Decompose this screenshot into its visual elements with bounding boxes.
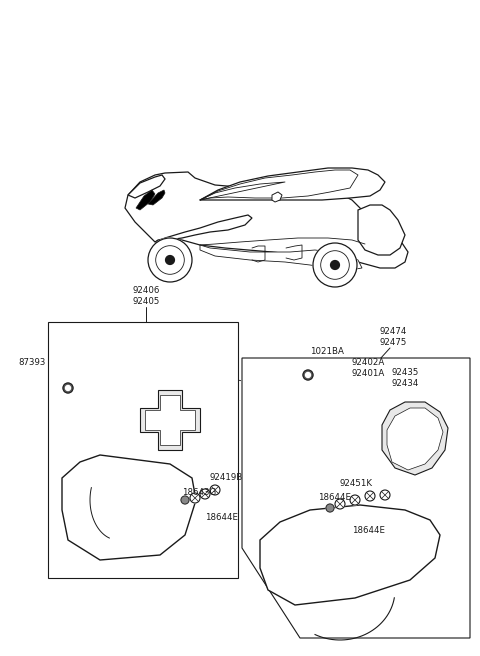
- Circle shape: [331, 260, 339, 270]
- Circle shape: [365, 491, 375, 501]
- Text: 92474
92475: 92474 92475: [380, 327, 408, 347]
- Polygon shape: [200, 168, 385, 200]
- Polygon shape: [200, 245, 362, 270]
- Polygon shape: [382, 402, 448, 475]
- Circle shape: [350, 495, 360, 505]
- Text: 1021BA: 1021BA: [310, 347, 344, 356]
- Polygon shape: [140, 390, 200, 450]
- Polygon shape: [155, 215, 252, 242]
- Polygon shape: [242, 358, 470, 638]
- Bar: [48, 322, 238, 578]
- Circle shape: [190, 493, 200, 503]
- Polygon shape: [387, 408, 443, 470]
- Polygon shape: [62, 455, 196, 560]
- Circle shape: [200, 489, 210, 499]
- Text: 18644E: 18644E: [352, 526, 385, 535]
- Polygon shape: [145, 395, 195, 445]
- Circle shape: [148, 238, 192, 282]
- Circle shape: [63, 383, 73, 393]
- Circle shape: [321, 251, 349, 279]
- Circle shape: [65, 386, 71, 390]
- Circle shape: [335, 499, 345, 509]
- Text: 92406
92405: 92406 92405: [132, 286, 160, 306]
- Circle shape: [380, 490, 390, 500]
- Polygon shape: [125, 172, 408, 268]
- Text: 18644E: 18644E: [318, 493, 351, 502]
- Polygon shape: [136, 190, 155, 210]
- Polygon shape: [272, 192, 282, 202]
- Circle shape: [156, 246, 184, 274]
- Polygon shape: [148, 190, 165, 205]
- Text: 18644E: 18644E: [205, 513, 238, 522]
- Polygon shape: [260, 505, 440, 605]
- Text: 92435
92434: 92435 92434: [392, 368, 420, 388]
- Text: 92419B: 92419B: [210, 473, 243, 482]
- Circle shape: [303, 370, 313, 380]
- Circle shape: [305, 373, 311, 377]
- Text: 18643G: 18643G: [182, 488, 216, 497]
- Circle shape: [181, 496, 189, 504]
- Circle shape: [326, 504, 334, 512]
- Circle shape: [166, 256, 174, 264]
- Circle shape: [313, 243, 357, 287]
- Text: 87393: 87393: [18, 358, 46, 367]
- Text: 92402A
92401A: 92402A 92401A: [352, 358, 385, 378]
- Polygon shape: [358, 205, 405, 255]
- Polygon shape: [128, 175, 165, 198]
- Circle shape: [210, 485, 220, 495]
- Text: 92451K: 92451K: [340, 479, 373, 488]
